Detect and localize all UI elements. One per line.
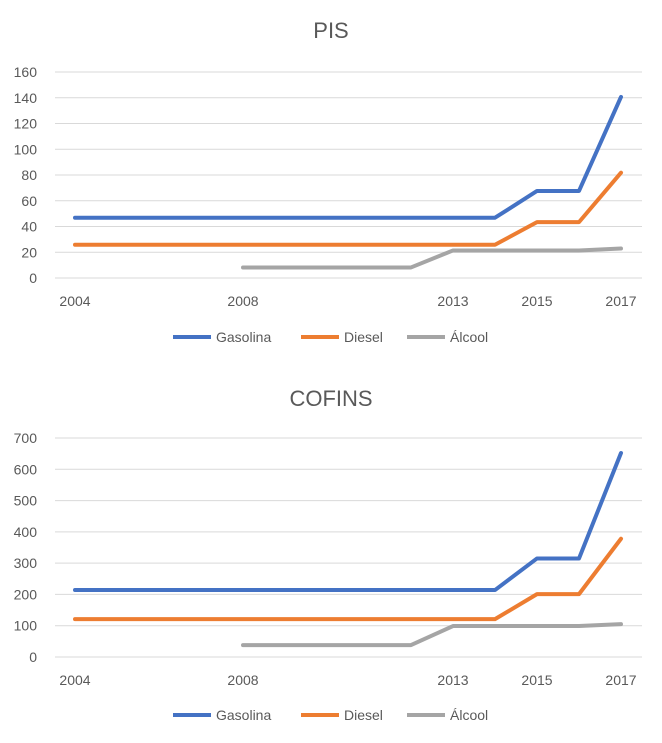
x-tick-label: 2017 (605, 672, 636, 688)
x-tick-label: 2013 (437, 293, 468, 309)
series-line-alcool (241, 622, 623, 648)
y-tick-label: 60 (21, 193, 37, 209)
x-tick-label: 2008 (227, 672, 258, 688)
y-tick-label: 0 (29, 649, 37, 665)
y-tick-label: 80 (21, 167, 37, 183)
series-line-diesel (73, 536, 623, 622)
y-tick-label: 300 (14, 555, 38, 571)
chart-title: COFINS (289, 386, 372, 411)
y-tick-label: 500 (14, 493, 38, 509)
x-tick-label: 2004 (59, 293, 90, 309)
y-tick-label: 20 (21, 244, 37, 260)
chart-pis: PIS 0 20 40 60 80 100 120 140 160 2004 2008 2013 2015… (14, 18, 642, 345)
y-tick-label: 400 (14, 524, 38, 540)
legend-label: Gasolina (216, 329, 271, 345)
y-tick-label: 140 (14, 90, 38, 106)
series-line-diesel (73, 170, 623, 247)
y-tick-label: 160 (14, 64, 38, 80)
y-tick-label: 40 (21, 219, 37, 235)
legend-label: Gasolina (216, 707, 271, 723)
y-tick-label: 600 (14, 461, 38, 477)
x-tick-label: 2015 (521, 293, 552, 309)
chart-cofins: COFINS 0 100 200 300 400 500 600 700 2004 2008 2013… (14, 386, 642, 723)
legend-label: Diesel (344, 329, 383, 345)
y-tick-label: 200 (14, 586, 38, 602)
y-tick-label: 0 (29, 270, 37, 286)
x-tick-label: 2008 (227, 293, 258, 309)
series-line-gasolina (73, 451, 623, 593)
x-tick-label: 2015 (521, 672, 552, 688)
x-tick-label: 2013 (437, 672, 468, 688)
series-line-alcool (241, 246, 623, 270)
legend-label: Álcool (450, 707, 488, 723)
x-tick-label: 2017 (605, 293, 636, 309)
legend-label: Álcool (450, 329, 488, 345)
legend-label: Diesel (344, 707, 383, 723)
series-line-gasolina (73, 94, 623, 220)
chart-title: PIS (313, 18, 348, 43)
y-tick-label: 700 (14, 430, 38, 446)
y-tick-label: 100 (14, 618, 38, 634)
y-tick-label: 100 (14, 141, 38, 157)
x-tick-label: 2004 (59, 672, 90, 688)
y-tick-label: 120 (14, 116, 38, 132)
